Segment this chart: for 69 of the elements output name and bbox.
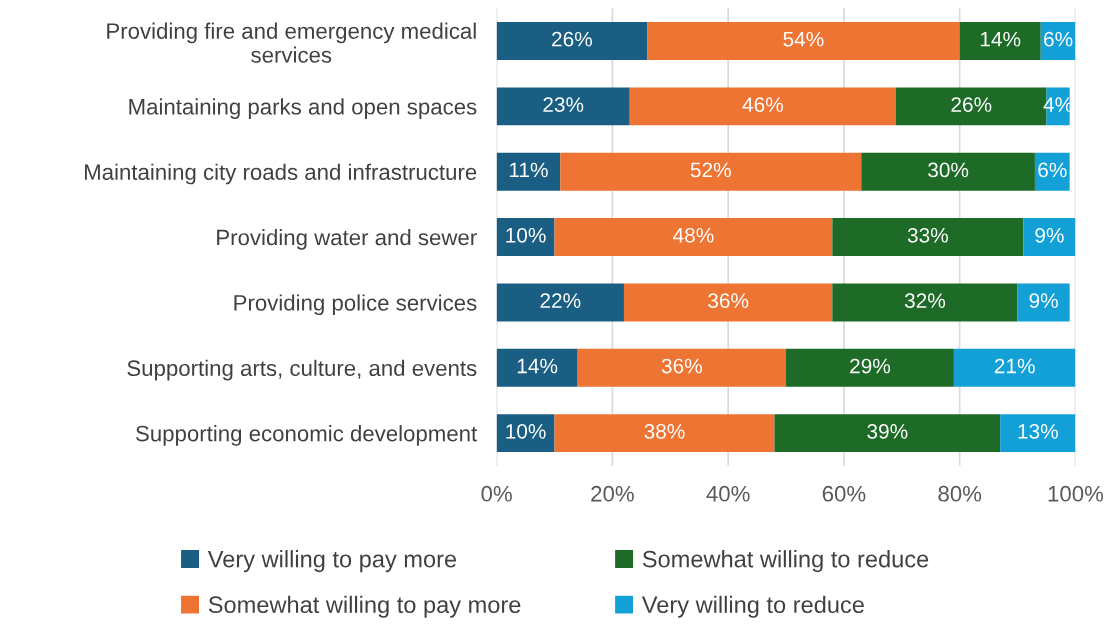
bar: [496, 22, 648, 60]
data-label: 48%: [673, 227, 714, 243]
bar: [953, 348, 1076, 387]
data-label: 33%: [907, 227, 948, 243]
y-tick-label: Maintaining city roads and infrastructure: [85, 163, 477, 185]
x-tick-label: 20%: [591, 485, 634, 502]
data-label: 38%: [644, 423, 685, 439]
x-tick-label: 40%: [706, 485, 750, 502]
bar: [959, 22, 1041, 60]
y-tick-label: Supporting arts, culture, and events: [127, 359, 477, 381]
bar: [1000, 414, 1076, 453]
legend-label: Very willing to reduce: [641, 595, 864, 618]
data-label: 10%: [506, 227, 546, 243]
bar: [560, 152, 862, 191]
legend-label: Somewhat willing to pay more: [208, 595, 521, 618]
bar: [577, 348, 787, 387]
data-label: 23%: [543, 97, 584, 112]
bar: [496, 348, 578, 387]
data-label: 36%: [661, 358, 702, 374]
y-tick-label: Providing police services: [234, 294, 477, 316]
data-label: 21%: [994, 358, 1035, 374]
x-tick-label: 0%: [481, 485, 512, 502]
data-label: 9%: [1035, 227, 1064, 243]
y-tick-label: Supporting economic development: [136, 425, 478, 446]
data-label: 30%: [928, 162, 969, 178]
data-label: 11%: [509, 162, 548, 178]
data-label: 29%: [850, 358, 891, 374]
data-label: 6%: [1038, 162, 1067, 178]
bar: [1023, 218, 1076, 257]
x-tick-label: 60%: [822, 485, 866, 502]
bar: [496, 218, 555, 257]
bar: [861, 152, 1035, 191]
data-label: 6%: [1044, 31, 1073, 47]
data-label: 46%: [742, 97, 783, 112]
x-tick-label: 80%: [938, 485, 982, 502]
y-tick-label: Providing water and sewer: [217, 229, 477, 250]
bar: [1017, 283, 1070, 322]
bar: [554, 218, 833, 257]
legend-label: Somewhat willing to reduce: [642, 550, 929, 573]
bar: [496, 283, 624, 322]
bar: [496, 87, 630, 126]
data-label: 39%: [867, 423, 908, 439]
data-label: 26%: [552, 31, 592, 47]
data-label: 26%: [951, 97, 992, 112]
data-label: 54%: [783, 31, 824, 47]
bar: [786, 348, 954, 387]
data-label: 13%: [1018, 423, 1058, 439]
legend-label: Very willing to pay more: [207, 550, 457, 573]
data-label: 32%: [904, 293, 946, 309]
bar: [629, 87, 897, 126]
x-tick-label: 100%: [1048, 485, 1104, 502]
bar: [832, 283, 1018, 322]
bar: [623, 283, 833, 322]
bar: [1034, 152, 1070, 191]
data-label: 10%: [506, 423, 546, 439]
y-tick-label: Maintaining parks and open spaces: [129, 98, 477, 120]
y-tick-label: Providing fire and emergency medical services: [107, 22, 476, 63]
bar: [774, 414, 1001, 453]
bar: [496, 414, 555, 453]
data-label: 14%: [517, 358, 558, 374]
data-label: 52%: [690, 162, 731, 178]
data-label: 9%: [1029, 293, 1058, 309]
bar: [554, 414, 775, 453]
bar: [496, 152, 561, 191]
data-label: 22%: [540, 293, 581, 308]
data-label: 14%: [980, 31, 1021, 47]
bar: [647, 22, 960, 60]
bar: [832, 218, 1024, 257]
data-label: 36%: [708, 293, 749, 309]
